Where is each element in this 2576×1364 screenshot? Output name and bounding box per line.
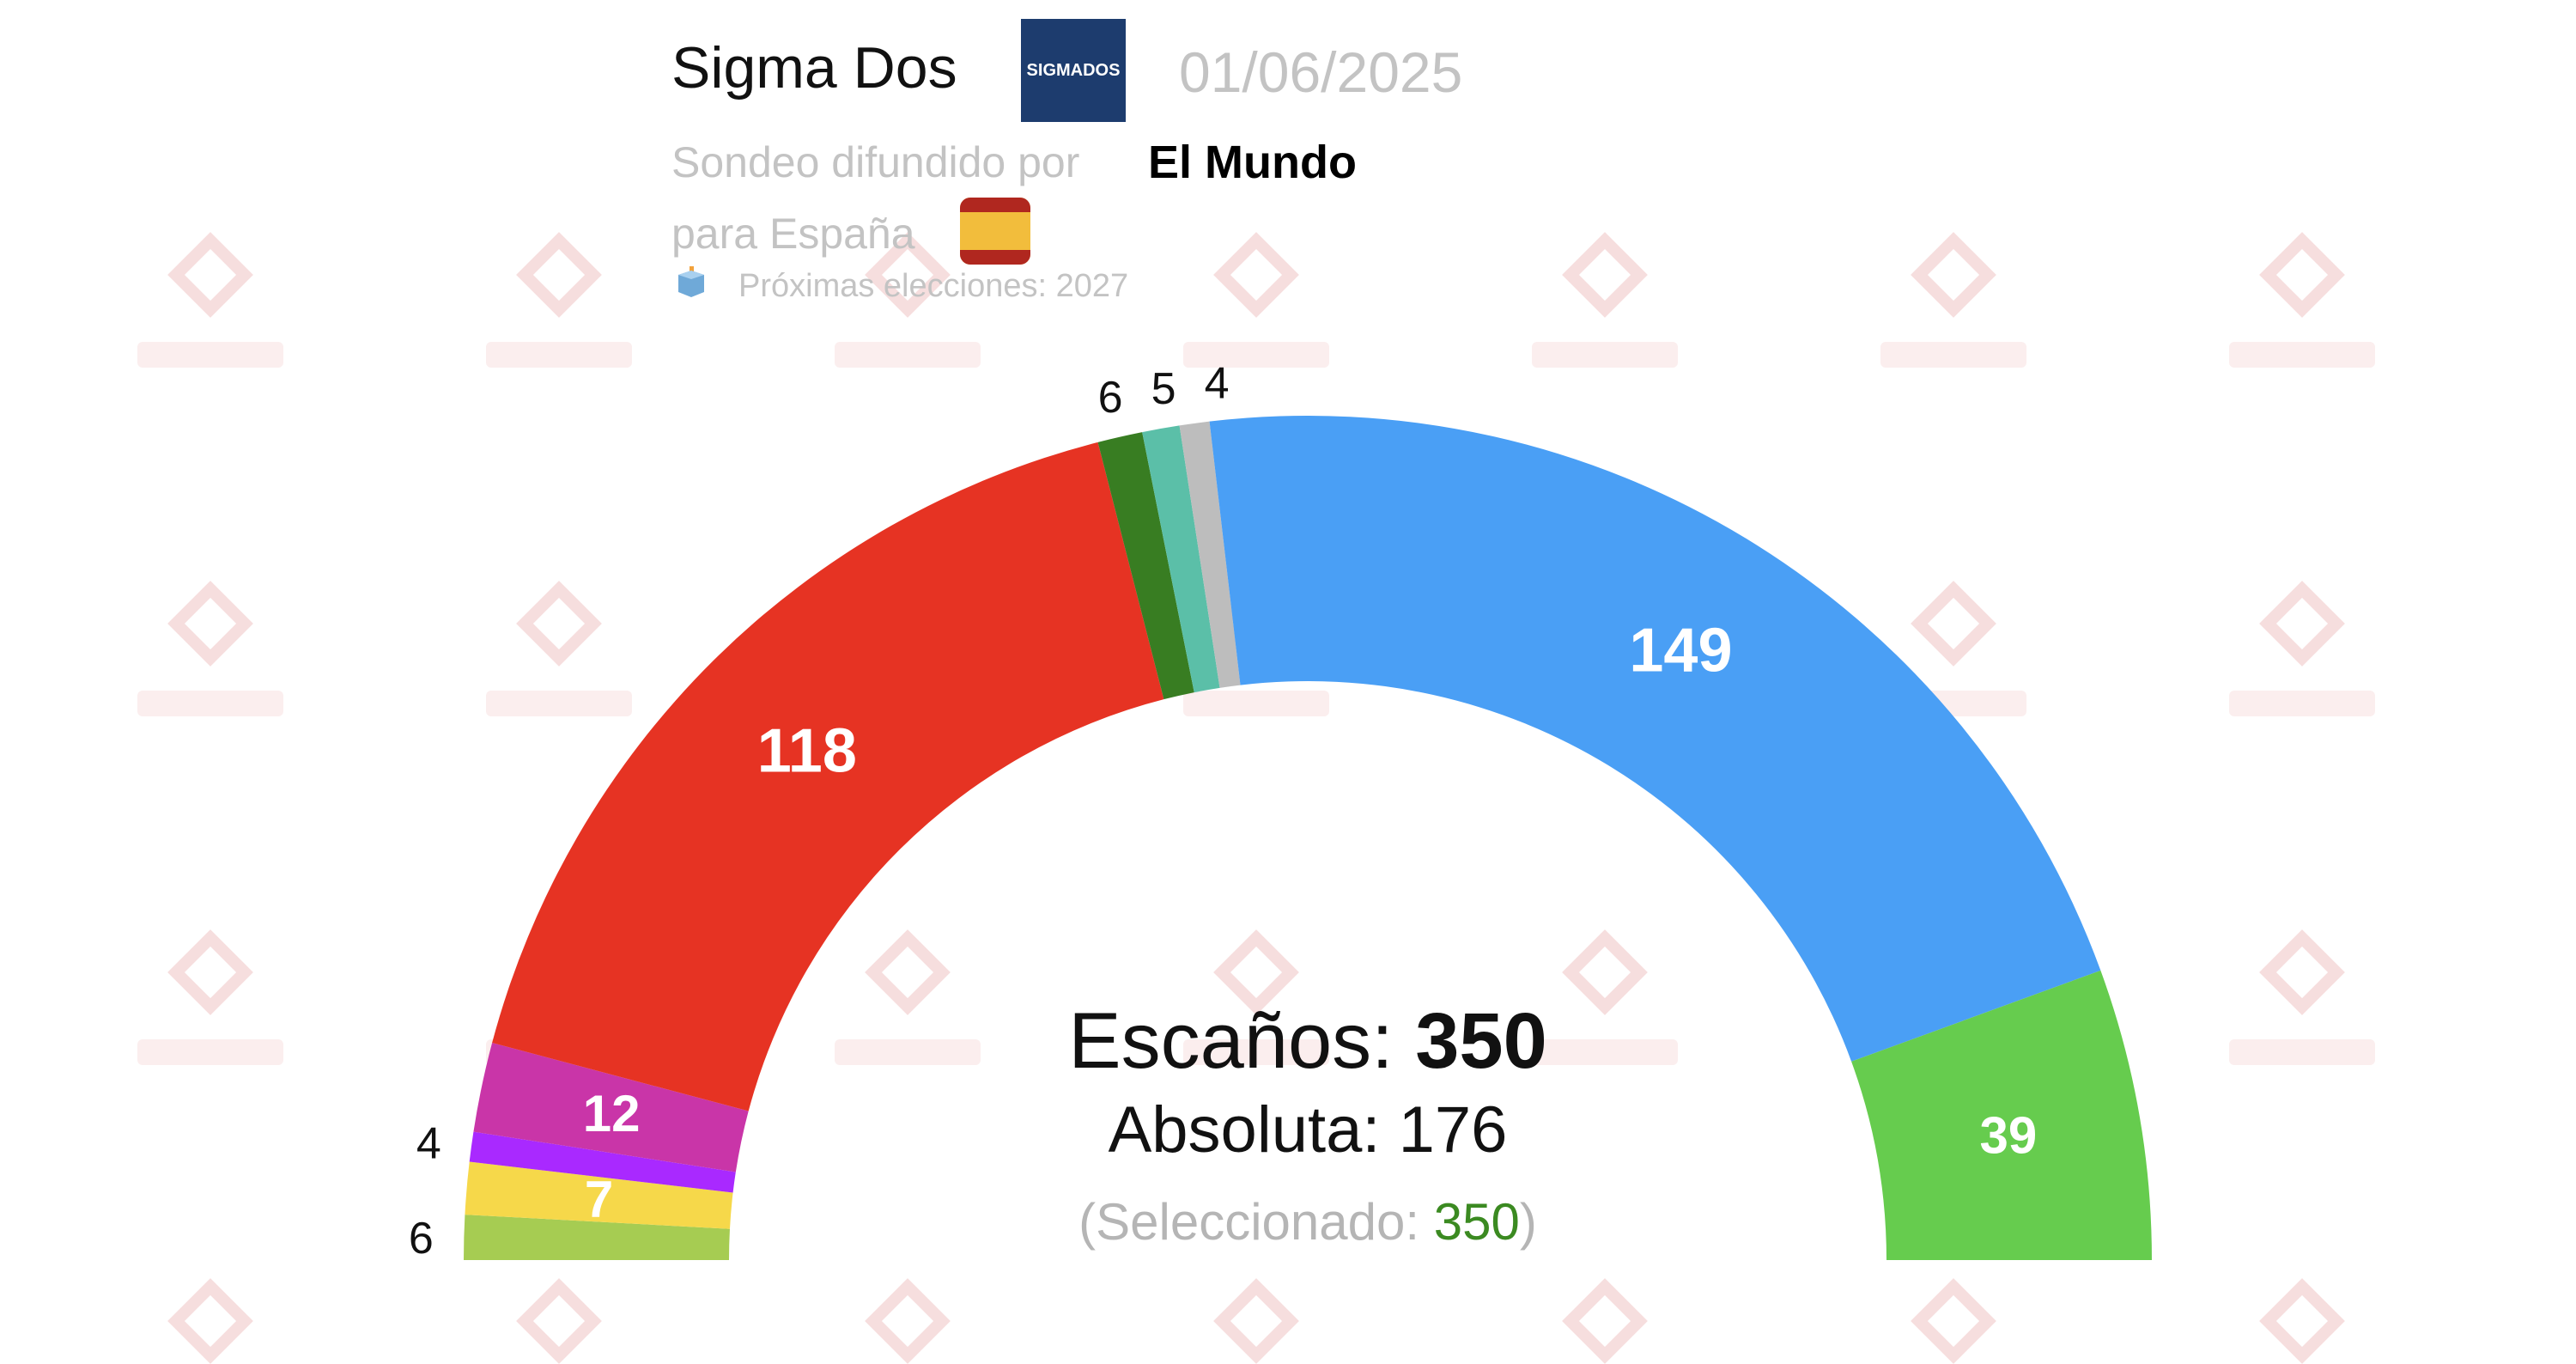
seats-label: Escaños:: [1068, 997, 1394, 1085]
slice-label: 4: [416, 1118, 441, 1168]
hemicycle-slice: [492, 441, 1164, 1111]
watermark-logo-icon: [137, 581, 283, 716]
next-elections: Próximas elecciones: 2027: [738, 268, 1129, 304]
watermark-logo-icon: [1532, 232, 1678, 368]
watermark-logo-icon: [1562, 1278, 1648, 1364]
sondeo-label: Sondeo difundido por: [671, 138, 1080, 186]
ballot-box-icon: [678, 266, 704, 297]
watermark-logo-icon: [1532, 929, 1678, 1065]
selected-close: ): [1519, 1193, 1537, 1251]
hemicycle-slice: [465, 1161, 733, 1229]
majority-label: Absoluta: 176: [1108, 1093, 1508, 1166]
watermark-logo-icon: [2229, 929, 2375, 1065]
watermark-logo-icon: [167, 1278, 253, 1364]
watermark-logo-icon: [1183, 232, 1329, 368]
watermark-logo-icon: [835, 929, 981, 1065]
watermark-logo-icon: [865, 1278, 951, 1364]
watermark-logo-icon: [1213, 1278, 1299, 1364]
region-label: para España: [671, 210, 915, 258]
watermark-logo-icon: [835, 232, 981, 368]
slice-label: 6: [1098, 373, 1123, 423]
poll-date: 01/06/2025: [1179, 40, 1463, 104]
watermark-logo-icon: [1880, 232, 2026, 368]
slice-label: 7: [585, 1170, 613, 1227]
watermark-logo-icon: [137, 232, 283, 368]
spain-flag-icon: [960, 198, 1030, 265]
hemicycle-slice: [1209, 416, 2101, 1062]
watermark-logo-icon: [2259, 1278, 2345, 1364]
hemicycle-slice: [1097, 432, 1194, 700]
watermark-logo-icon: [486, 232, 632, 368]
watermark-logo-icon: [1183, 929, 1329, 1065]
media-name: El Mundo: [1148, 137, 1357, 188]
slice-label: 118: [757, 717, 857, 786]
pollster-name: Sigma Dos: [671, 35, 957, 100]
slice-label: 149: [1629, 617, 1732, 685]
hemicycle-slice: [1142, 425, 1220, 693]
seats-total: Escaños: 350: [1068, 996, 1546, 1087]
slice-label: 6: [409, 1214, 434, 1264]
slice-label: 12: [583, 1085, 641, 1142]
hemicycle-slice: [473, 1043, 749, 1172]
watermark-logo-icon: [2229, 581, 2375, 716]
watermark-logo-icon: [486, 581, 632, 716]
pollster-logo: SIGMADOS: [1021, 19, 1126, 122]
watermark-logo-icon: [1911, 1278, 1996, 1364]
watermark-logo-icon: [516, 1278, 602, 1364]
hemicycle-slice: [464, 1215, 730, 1260]
hemicycle-slice: [1179, 421, 1241, 688]
selected-seats: (Seleccionado: 350): [1078, 1192, 1537, 1251]
slice-label: 5: [1151, 364, 1176, 414]
selected-label: (Seleccionado:: [1078, 1193, 1434, 1251]
slice-label: 4: [1205, 358, 1230, 408]
hemicycle-slice: [1851, 970, 2152, 1260]
watermark-logo-icon: [2229, 232, 2375, 368]
seats-value: 350: [1415, 997, 1547, 1085]
slice-label: 39: [1979, 1107, 2037, 1165]
hemicycle-slice: [469, 1131, 736, 1193]
watermark-logo-icon: [137, 929, 283, 1065]
selected-value: 350: [1433, 1193, 1520, 1251]
